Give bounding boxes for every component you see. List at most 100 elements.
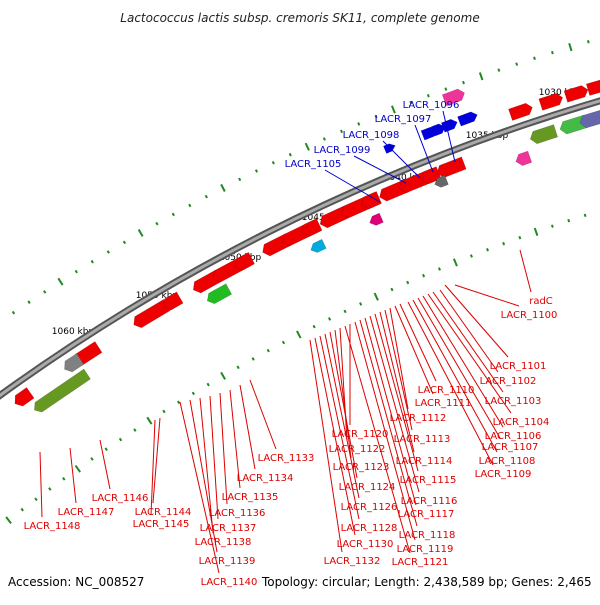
scale-tick — [251, 357, 255, 361]
gene-label-reverse[interactable]: LACR_1134 — [237, 473, 294, 484]
gene-layer — [14, 79, 600, 413]
gene-label-reverse[interactable]: LACR_1103 — [485, 396, 542, 407]
gene-label-reverse[interactable]: LACR_1148 — [24, 521, 81, 532]
gene-label-reverse[interactable]: LACR_1109 — [475, 469, 532, 480]
gene-label-reverse[interactable]: LACR_1147 — [58, 507, 115, 518]
gene-label-forward[interactable]: LACR_1105 — [285, 159, 342, 170]
gene-label-reverse[interactable]: LACR_1116 — [401, 496, 458, 507]
scale-tick — [137, 228, 144, 237]
label-leader-line — [329, 331, 358, 479]
scale-tick — [27, 300, 31, 305]
gene-label-reverse[interactable]: LACR_1106 — [485, 431, 542, 442]
forward-gene-block-pink — [441, 88, 465, 107]
label-leader-line — [454, 284, 520, 307]
gene-label-reverse[interactable]: LACR_1118 — [399, 530, 456, 541]
scale-tick — [188, 203, 192, 208]
reverse-gene-block-gray — [434, 174, 449, 188]
gene-label-reverse[interactable]: LACR_1102 — [480, 376, 537, 387]
scale-tick — [322, 137, 326, 141]
label-leader-line — [412, 299, 498, 453]
gene-label-reverse[interactable]: LACR_1120 — [332, 429, 389, 440]
label-leader-line — [99, 439, 111, 490]
gene-label-reverse[interactable]: LACR_1110 — [418, 385, 475, 396]
gene-label-reverse[interactable]: LACR_1128 — [341, 523, 398, 534]
gene-label-reverse[interactable]: LACR_1101 — [490, 361, 547, 372]
scale-tick — [550, 50, 554, 55]
label-leader-line — [374, 313, 419, 472]
scale-tick — [390, 105, 396, 114]
label-leader-line — [189, 399, 218, 553]
scale-tick — [43, 290, 47, 294]
gene-label-reverse[interactable]: LACR_1108 — [479, 456, 536, 467]
gene-label-reverse[interactable]: LACR_1114 — [396, 456, 453, 467]
gene-label-reverse[interactable]: LACR_1121 — [392, 557, 449, 568]
scale-tick — [359, 302, 363, 306]
label-leader-line — [407, 301, 494, 466]
gene-label-reverse[interactable]: LACR_1123 — [333, 462, 390, 473]
gene-label-reverse[interactable]: LACR_1111 — [415, 398, 472, 409]
label-leader-line — [354, 321, 416, 541]
gene-label-reverse[interactable]: radC — [529, 296, 553, 307]
label-leader-line — [394, 305, 434, 395]
gene-label-forward[interactable]: LACR_1099 — [314, 145, 371, 156]
reverse-gene-block — [579, 109, 600, 129]
gene-label-reverse[interactable]: LACR_1112 — [390, 413, 447, 424]
label-leader-line — [369, 315, 420, 493]
gene-label-reverse[interactable]: LACR_1126 — [341, 502, 398, 513]
scale-tick — [409, 100, 413, 105]
gene-label-reverse[interactable]: LACR_1136 — [209, 508, 266, 519]
scale-tick — [90, 259, 94, 264]
kbp-scale-label: 1040 kbp — [384, 173, 427, 183]
gene-label-reverse[interactable]: LACR_1133 — [258, 453, 315, 464]
label-leader-line — [209, 395, 219, 520]
gene-label-reverse[interactable]: LACR_1119 — [397, 544, 454, 555]
gene-label-reverse[interactable]: LACR_1144 — [135, 507, 192, 518]
gene-label-reverse[interactable]: LACR_1138 — [195, 537, 252, 548]
gene-label-reverse[interactable]: LACR_1146 — [92, 493, 149, 504]
gene-label-reverse[interactable]: LACR_1139 — [199, 556, 256, 567]
label-leader-line — [150, 419, 156, 516]
gene-label-reverse[interactable]: LACR_1135 — [222, 492, 279, 503]
scale-tick — [236, 365, 240, 370]
gene-label-forward[interactable]: LACR_1096 — [403, 100, 460, 111]
forward-gene-block — [563, 85, 589, 103]
scale-tick — [20, 507, 24, 512]
gene-label-forward[interactable]: LACR_1098 — [343, 130, 400, 141]
gene-label-reverse[interactable]: LACR_1124 — [339, 482, 396, 493]
gene-label-reverse[interactable]: LACR_1137 — [200, 523, 257, 534]
scale-tick — [254, 169, 259, 173]
gene-label-reverse[interactable]: LACR_1100 — [501, 310, 558, 321]
label-leader-line — [414, 124, 434, 173]
gene-label-reverse[interactable]: LACR_1145 — [133, 519, 190, 530]
gene-label-reverse[interactable]: LACR_1115 — [400, 475, 457, 486]
gene-label-reverse[interactable]: LACR_1113 — [394, 434, 451, 445]
scale-tick — [74, 269, 78, 274]
label-leader-line — [432, 291, 504, 393]
gene-label-reverse[interactable]: LACR_1107 — [482, 442, 539, 453]
scale-tick — [220, 371, 226, 380]
gene-label-reverse[interactable]: LACR_1130 — [337, 539, 394, 550]
gene-label-reverse[interactable]: LACR_1104 — [493, 417, 550, 428]
gene-label-reverse[interactable]: LACR_1132 — [324, 556, 381, 567]
scale-tick — [90, 457, 94, 461]
backbone-ring-highlight — [0, 99, 600, 398]
label-leader-line — [152, 417, 161, 504]
gene-label-reverse[interactable]: LACR_1140 — [201, 577, 258, 588]
label-leader-line — [324, 169, 381, 203]
label-leader-line — [439, 289, 499, 373]
label-leader-line — [239, 384, 256, 470]
gene-label-reverse[interactable]: LACR_1117 — [398, 509, 455, 520]
scale-tick — [533, 227, 539, 236]
reverse-gene-block — [361, 191, 382, 210]
scale-tick — [357, 122, 361, 126]
gene-label-forward[interactable]: LACR_1097 — [375, 114, 432, 125]
reverse-gene-block-magenta — [369, 212, 384, 226]
scale-tick — [426, 93, 430, 98]
scale-tick — [343, 309, 347, 314]
gene-label-reverse[interactable]: LACR_1122 — [329, 444, 386, 455]
label-leader-line — [179, 401, 220, 574]
reverse-gene-block-gray — [64, 353, 85, 373]
label-leader-line — [324, 333, 360, 499]
scale-tick — [502, 241, 506, 246]
label-leader-line — [382, 140, 421, 179]
